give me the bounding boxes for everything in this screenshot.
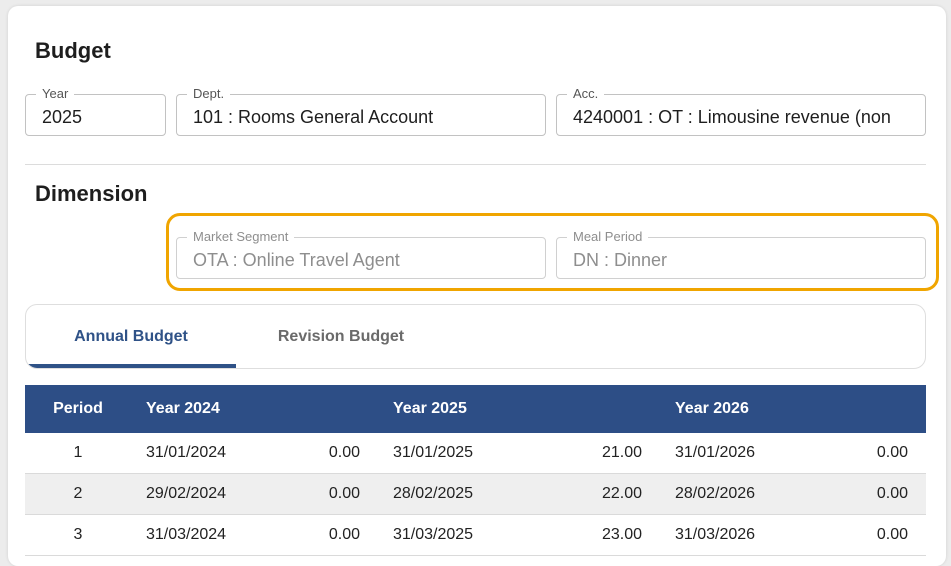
cell-value-2024: 0.00 xyxy=(281,473,378,515)
tab-annual-budget[interactable]: Annual Budget xyxy=(74,328,188,345)
year-field-label: Year xyxy=(36,86,75,102)
acc-field-value: 4240001 : OT : Limousine revenue (non xyxy=(573,107,891,127)
cell-value-2025: 23.00 xyxy=(558,514,660,556)
cell-date-2025: 28/02/2025 xyxy=(378,473,558,515)
budget-section-title: Budget xyxy=(35,38,111,63)
cell-date-2026: 31/03/2026 xyxy=(660,514,825,556)
table-row[interactable]: 2 29/02/2024 0.00 28/02/2025 22.00 28/02… xyxy=(25,473,926,515)
meal-period-value: DN : Dinner xyxy=(573,250,668,270)
active-tab-indicator xyxy=(26,364,236,368)
tab-revision-budget[interactable]: Revision Budget xyxy=(277,328,405,345)
cell-value-2024: 0.00 xyxy=(281,433,378,474)
year-field-value: 2025 xyxy=(42,107,83,127)
dept-field-value: 101 : Rooms General Account xyxy=(193,107,434,127)
cell-value-2026: 0.00 xyxy=(825,473,926,515)
acc-field[interactable]: Acc. 4240001 : OT : Limousine revenue (n… xyxy=(556,86,926,136)
cell-period: 2 xyxy=(25,473,131,515)
header-period[interactable]: Period xyxy=(53,400,103,417)
header-year-2024[interactable]: Year 2024 xyxy=(146,400,220,417)
cell-date-2026: 28/02/2026 xyxy=(660,473,825,515)
cell-date-2025: 31/01/2025 xyxy=(378,433,558,474)
cell-value-2025: 22.00 xyxy=(558,473,660,515)
market-segment-field[interactable]: Market Segment OTA : Online Travel Agent xyxy=(176,229,546,279)
dept-field-label: Dept. xyxy=(187,86,231,102)
cell-value-2025: 21.00 xyxy=(558,433,660,474)
cell-date-2024: 31/03/2024 xyxy=(131,514,281,556)
year-field[interactable]: Year 2025 xyxy=(25,86,166,136)
cell-date-2025: 31/03/2025 xyxy=(378,514,558,556)
dimension-section-title: Dimension xyxy=(35,181,148,206)
budget-table: Period Year 2024 Year 2025 Year 2026 1 3… xyxy=(25,385,926,556)
table-row[interactable]: 3 31/03/2024 0.00 31/03/2025 23.00 31/03… xyxy=(25,514,926,556)
cell-value-2024: 0.00 xyxy=(281,514,378,556)
header-year-2026[interactable]: Year 2026 xyxy=(675,400,749,417)
header-year-2025[interactable]: Year 2025 xyxy=(393,400,467,417)
dept-field[interactable]: Dept. 101 : Rooms General Account xyxy=(176,86,546,136)
market-segment-label: Market Segment xyxy=(187,229,295,245)
meal-period-label: Meal Period xyxy=(567,229,649,245)
budget-tabs: Annual Budget Revision Budget xyxy=(25,304,926,369)
cell-value-2026: 0.00 xyxy=(825,433,926,474)
cell-value-2026: 0.00 xyxy=(825,514,926,556)
table-header-row: Period Year 2024 Year 2025 Year 2026 xyxy=(25,385,926,433)
table-row[interactable]: 1 31/01/2024 0.00 31/01/2025 21.00 31/01… xyxy=(25,433,926,474)
meal-period-field[interactable]: Meal Period DN : Dinner xyxy=(556,229,926,279)
market-segment-value: OTA : Online Travel Agent xyxy=(193,250,400,270)
cell-date-2026: 31/01/2026 xyxy=(660,433,825,474)
acc-field-label: Acc. xyxy=(567,86,605,102)
cell-period: 1 xyxy=(25,433,131,474)
section-divider xyxy=(25,164,926,165)
dimension-highlight-outline xyxy=(166,213,939,291)
cell-date-2024: 31/01/2024 xyxy=(131,433,281,474)
cell-period: 3 xyxy=(25,514,131,556)
cell-date-2024: 29/02/2024 xyxy=(131,473,281,515)
